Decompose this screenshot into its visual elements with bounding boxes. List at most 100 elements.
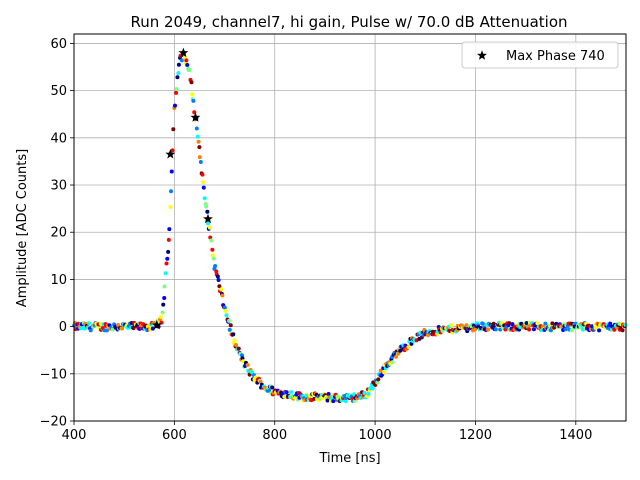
waveform-point — [88, 328, 93, 333]
waveform-point — [168, 204, 173, 209]
plot-frame — [73, 33, 627, 422]
waveform-point — [196, 139, 201, 144]
waveform-point — [164, 261, 169, 266]
waveform-point — [174, 87, 179, 91]
y-tick-label: 50 — [50, 84, 67, 99]
waveform-point — [231, 332, 236, 337]
waveform-point — [486, 327, 491, 332]
waveform-point — [227, 327, 232, 332]
waveform-point — [325, 398, 330, 403]
y-tick-label: −10 — [40, 367, 67, 382]
waveform-point — [449, 323, 454, 328]
waveform-point — [201, 185, 206, 190]
waveform-point — [184, 58, 189, 63]
waveform-point — [120, 326, 125, 331]
waveform-point — [227, 318, 232, 323]
x-tick-label: 600 — [162, 428, 187, 443]
waveform-point — [289, 390, 294, 395]
waveform-point — [195, 134, 200, 139]
waveform-point — [104, 328, 109, 333]
waveform-point — [150, 326, 155, 331]
legend-box — [461, 41, 619, 69]
waveform-point — [220, 293, 225, 298]
waveform-point — [215, 274, 220, 279]
y-tick-label: 0 — [59, 320, 67, 335]
waveform-point — [210, 247, 215, 252]
chart-title: Run 2049, channel7, hi gain, Pulse w/ 70… — [130, 13, 567, 31]
waveform-point — [527, 327, 532, 332]
waveform-point — [396, 351, 401, 356]
waveform-point — [198, 160, 203, 164]
waveform-point — [205, 209, 210, 214]
waveform-point — [282, 394, 287, 399]
waveform-point — [160, 310, 165, 315]
waveform-point — [207, 225, 212, 230]
legend-label: Max Phase 740 — [506, 49, 605, 64]
waveform-point — [394, 354, 399, 359]
x-axis-label: Time [ns] — [318, 451, 380, 466]
waveform-point — [116, 323, 121, 328]
waveform-point — [176, 62, 181, 67]
waveform-point — [376, 377, 381, 382]
waveform-point — [216, 278, 221, 283]
waveform-point — [382, 370, 387, 375]
waveform-point — [524, 321, 529, 326]
y-tick-label: 60 — [50, 37, 67, 52]
waveform-point — [197, 155, 202, 160]
waveform-point — [172, 103, 177, 108]
waveform-point — [197, 145, 202, 150]
waveform-point — [110, 327, 115, 332]
y-tick-label: 10 — [50, 273, 67, 288]
waveform-point — [161, 302, 166, 307]
waveform-point — [213, 264, 218, 269]
waveform-point — [620, 328, 625, 333]
waveform-point — [336, 395, 341, 400]
waveform-point — [425, 333, 430, 338]
waveform-point — [166, 249, 171, 254]
waveform-point — [187, 67, 192, 72]
waveform-point — [189, 80, 194, 85]
waveform-point — [612, 327, 617, 332]
waveform-point — [531, 327, 536, 332]
waveform-point — [406, 345, 411, 350]
waveform-point — [507, 321, 512, 326]
waveform-point — [563, 327, 568, 332]
waveform-point — [326, 391, 331, 396]
waveform-point — [331, 399, 336, 404]
waveform-point — [86, 321, 91, 326]
x-tick-label: 800 — [262, 428, 287, 443]
max-phase-star — [203, 213, 213, 224]
waveform-point — [179, 58, 184, 63]
max-phase-markers — [151, 47, 213, 330]
waveform-point — [234, 342, 239, 347]
y-tick-label: 30 — [50, 179, 67, 194]
waveform-point — [270, 385, 275, 390]
waveform-point — [378, 368, 383, 373]
waveform-point — [228, 323, 233, 328]
waveform-point — [174, 90, 179, 95]
waveform-point — [390, 360, 395, 365]
x-tick-label: 1000 — [359, 428, 392, 443]
y-tick-label: 20 — [50, 226, 67, 241]
waveform-point — [370, 386, 375, 391]
waveform-point — [171, 127, 176, 132]
waveform-point — [343, 399, 348, 404]
waveform-point — [166, 237, 171, 242]
x-tick-label: 400 — [62, 428, 87, 443]
waveform-point — [211, 256, 216, 261]
waveform-point — [236, 346, 241, 351]
waveform-point — [219, 287, 224, 292]
waveform-point — [493, 327, 498, 332]
axis-ticks: 400 600 800 1000 1200 1400 −20 −10 0 10 20 30 40 50 60 — [40, 37, 593, 443]
x-tick-label: 1200 — [459, 428, 492, 443]
x-tick-label: 1400 — [559, 428, 592, 443]
waveform-point — [165, 256, 170, 261]
waveform-point — [205, 221, 210, 226]
waveform-point — [250, 370, 255, 375]
waveform-point — [239, 353, 244, 358]
waveform-point — [210, 253, 215, 258]
waveform-point — [217, 284, 222, 289]
waveform-point — [366, 391, 371, 396]
waveform-point — [398, 348, 403, 353]
